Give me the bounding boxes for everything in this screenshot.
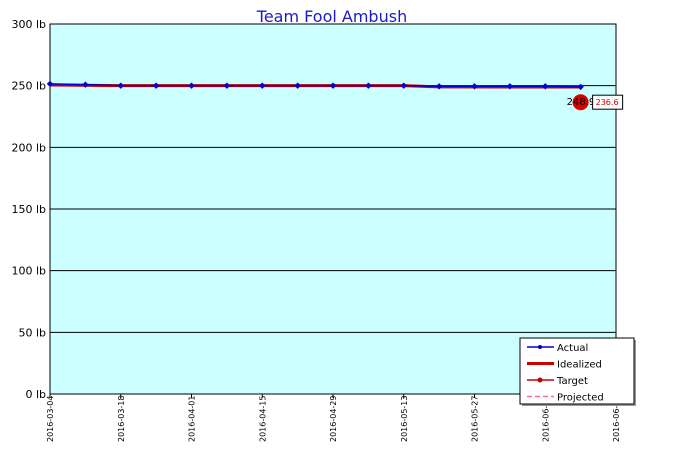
actual-point: [329, 82, 337, 89]
actual-point: [400, 82, 407, 89]
actual-point: [365, 82, 372, 89]
y-tick-label: 250 lb: [11, 80, 46, 93]
y-tick-label: 200 lb: [11, 141, 46, 154]
actual-point: [152, 82, 160, 89]
target-point: [572, 94, 589, 111]
x-tick-label: 2016-04-01: [188, 396, 197, 443]
x-tick-label: 2016-04-15: [258, 396, 267, 443]
series-layer: [46, 80, 589, 111]
legend-label: Projected: [557, 393, 604, 404]
x-axis: 2016-03-04 2016-03-18 2016-04-01 2016-04-15…: [46, 394, 621, 442]
y-tick-label: 150 lb: [11, 203, 46, 216]
actual-point: [435, 83, 443, 90]
legend: Actual Idealized Target Projected: [519, 337, 636, 406]
x-tick-label: 2016-05-27: [471, 396, 480, 443]
actual-end-label: 248.9: [567, 97, 596, 108]
legend-marker-actual: [538, 345, 542, 349]
y-tick-label: 0 lb: [25, 388, 46, 401]
actual-point: [542, 83, 549, 90]
actual-point: [223, 82, 231, 89]
legend-label: Target: [556, 376, 588, 387]
series-actual-line: [49, 83, 581, 88]
actual-point: [577, 83, 584, 91]
actual-point: [471, 83, 478, 90]
legend-marker-target: [537, 377, 543, 383]
actual-point: [259, 82, 266, 89]
x-tick-label: 2016-06-10: [541, 396, 550, 443]
y-tick-label: 100 lb: [11, 265, 46, 278]
x-tick-label: 2016-04-29: [329, 396, 338, 443]
target-label: 236.6: [596, 98, 619, 107]
legend-box: [519, 337, 635, 405]
legend-label: Idealized: [557, 360, 602, 371]
chart-title: Team Fool Ambush: [256, 7, 407, 26]
actual-point: [117, 82, 124, 89]
actual-point: [46, 80, 54, 88]
y-axis: 0 lb 50 lb 100 lb 150 lb 200 lb 250 lb 300 lb: [11, 18, 46, 401]
actual-point: [82, 81, 89, 88]
x-tick-label: 2016-06-24: [612, 396, 621, 443]
legend-label: Actual: [557, 343, 588, 354]
x-tick-label: 2016-03-04: [46, 396, 55, 443]
actual-point: [294, 82, 301, 89]
x-tick-label: 2016-05-13: [400, 396, 409, 443]
y-tick-label: 300 lb: [11, 18, 46, 31]
actual-point: [506, 83, 514, 90]
target-label-box: [592, 94, 624, 110]
value-labels: 248.9 236.6: [567, 94, 624, 110]
y-tick-label: 50 lb: [18, 326, 46, 339]
actual-point: [188, 82, 195, 89]
x-tick-label: 2016-03-18: [117, 396, 126, 443]
